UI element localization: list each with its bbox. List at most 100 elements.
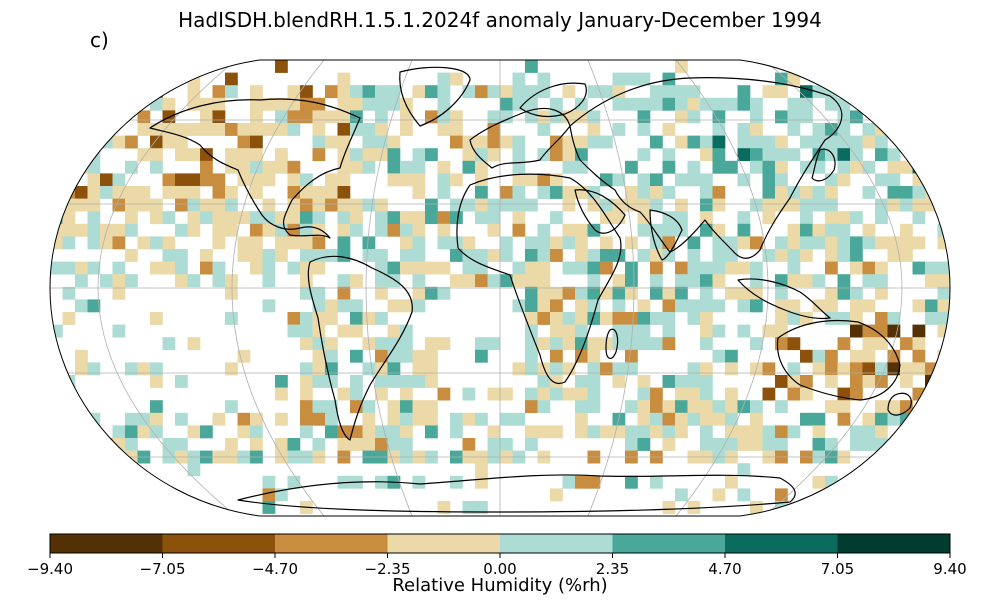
grid-cell [162, 186, 176, 199]
grid-cell [312, 123, 326, 136]
grid-cell [487, 337, 501, 351]
grid-cell [62, 312, 76, 325]
grid-cell [400, 223, 413, 237]
grid-cell [362, 400, 376, 414]
grid-cell [125, 249, 138, 262]
grid-cell [775, 148, 788, 162]
grid-cell [225, 85, 238, 99]
grid-cell [350, 299, 363, 313]
grid-cell [812, 186, 826, 199]
grid-cell [550, 312, 563, 325]
grid-cell [612, 173, 626, 187]
grid-cell [750, 299, 763, 313]
grid-cell [325, 135, 338, 149]
grid-cell [362, 123, 376, 136]
colorbar-tick-label: −4.70 [252, 560, 298, 578]
grid-cell [712, 160, 726, 174]
grid-cell [362, 135, 376, 149]
grid-cell [875, 198, 888, 212]
grid-cell [837, 400, 851, 414]
grid-cell [162, 261, 176, 275]
grid-cell [362, 160, 376, 174]
grid-cell [150, 261, 163, 275]
grid-cell [400, 249, 413, 262]
grid-cell [287, 123, 301, 136]
grid-cell [412, 375, 426, 388]
grid-cell [400, 400, 413, 414]
grid-cell [812, 349, 826, 363]
grid-cell [737, 488, 751, 502]
grid-cell [525, 97, 538, 111]
grid-cell [75, 223, 88, 237]
grid-cell [900, 362, 913, 376]
grid-cell [350, 223, 363, 237]
grid-cell [337, 236, 351, 250]
grid-cell [450, 135, 463, 149]
grid-cell [837, 223, 851, 237]
grid-cell [500, 249, 513, 262]
grid-cell [87, 236, 101, 250]
grid-cell [712, 249, 726, 262]
grid-cell [387, 173, 401, 187]
grid-cell [287, 97, 301, 111]
grid-cell [262, 475, 276, 489]
grid-cell [662, 400, 676, 414]
grid-cell [175, 173, 188, 187]
grid-cell [475, 261, 488, 275]
grid-cell [250, 211, 263, 225]
grid-cell [787, 375, 801, 388]
grid-cell [112, 324, 126, 338]
grid-cell [612, 249, 626, 262]
grid-cell [887, 198, 901, 212]
grid-cell [750, 412, 763, 426]
grid-cell [887, 362, 901, 376]
grid-cell [887, 324, 901, 338]
grid-cell [287, 211, 301, 225]
grid-cell [737, 148, 751, 162]
grid-cell [712, 148, 726, 162]
grid-cell [525, 261, 538, 275]
grid-cell [512, 362, 526, 376]
grid-cell [875, 362, 888, 376]
grid-cell [587, 312, 601, 325]
grid-cell [137, 198, 151, 212]
grid-cell [600, 362, 613, 376]
grid-cell [350, 438, 363, 451]
grid-cell [925, 274, 938, 288]
coastlines [149, 66, 912, 513]
grid-cell [287, 223, 301, 237]
grid-cell [850, 148, 863, 162]
grid-cell [87, 211, 101, 225]
grid-cell [725, 349, 738, 363]
grid-cell [312, 349, 326, 363]
grid-cell [550, 387, 563, 401]
grid-cell [312, 375, 326, 388]
grid-cell [800, 312, 813, 325]
grid-cell [187, 463, 201, 477]
grid-cell [612, 337, 626, 351]
grid-cell [187, 123, 201, 136]
grid-cell [537, 173, 551, 187]
grid-cell [587, 135, 601, 149]
grid-cell [312, 249, 326, 262]
grid-cell [487, 85, 501, 99]
grid-cell [412, 286, 426, 300]
colorbar-tick-label: 9.40 [933, 560, 966, 578]
grid-cell [700, 223, 713, 237]
grid-cell [875, 236, 888, 250]
grid-cell [437, 261, 451, 275]
grid-cell [600, 198, 613, 212]
grid-cell [700, 186, 713, 199]
grid-cell [850, 349, 863, 363]
grid-cell [237, 412, 251, 426]
grid-cell [625, 160, 638, 174]
grid-cell [212, 173, 226, 187]
grid-cell [675, 412, 688, 426]
grid-cell [437, 186, 451, 199]
grid-cell [675, 85, 688, 99]
grid-cell [487, 387, 501, 401]
grid-cell [575, 286, 588, 300]
grid-cell [450, 123, 463, 136]
grid-cell [687, 299, 701, 313]
grid-cell [787, 148, 801, 162]
